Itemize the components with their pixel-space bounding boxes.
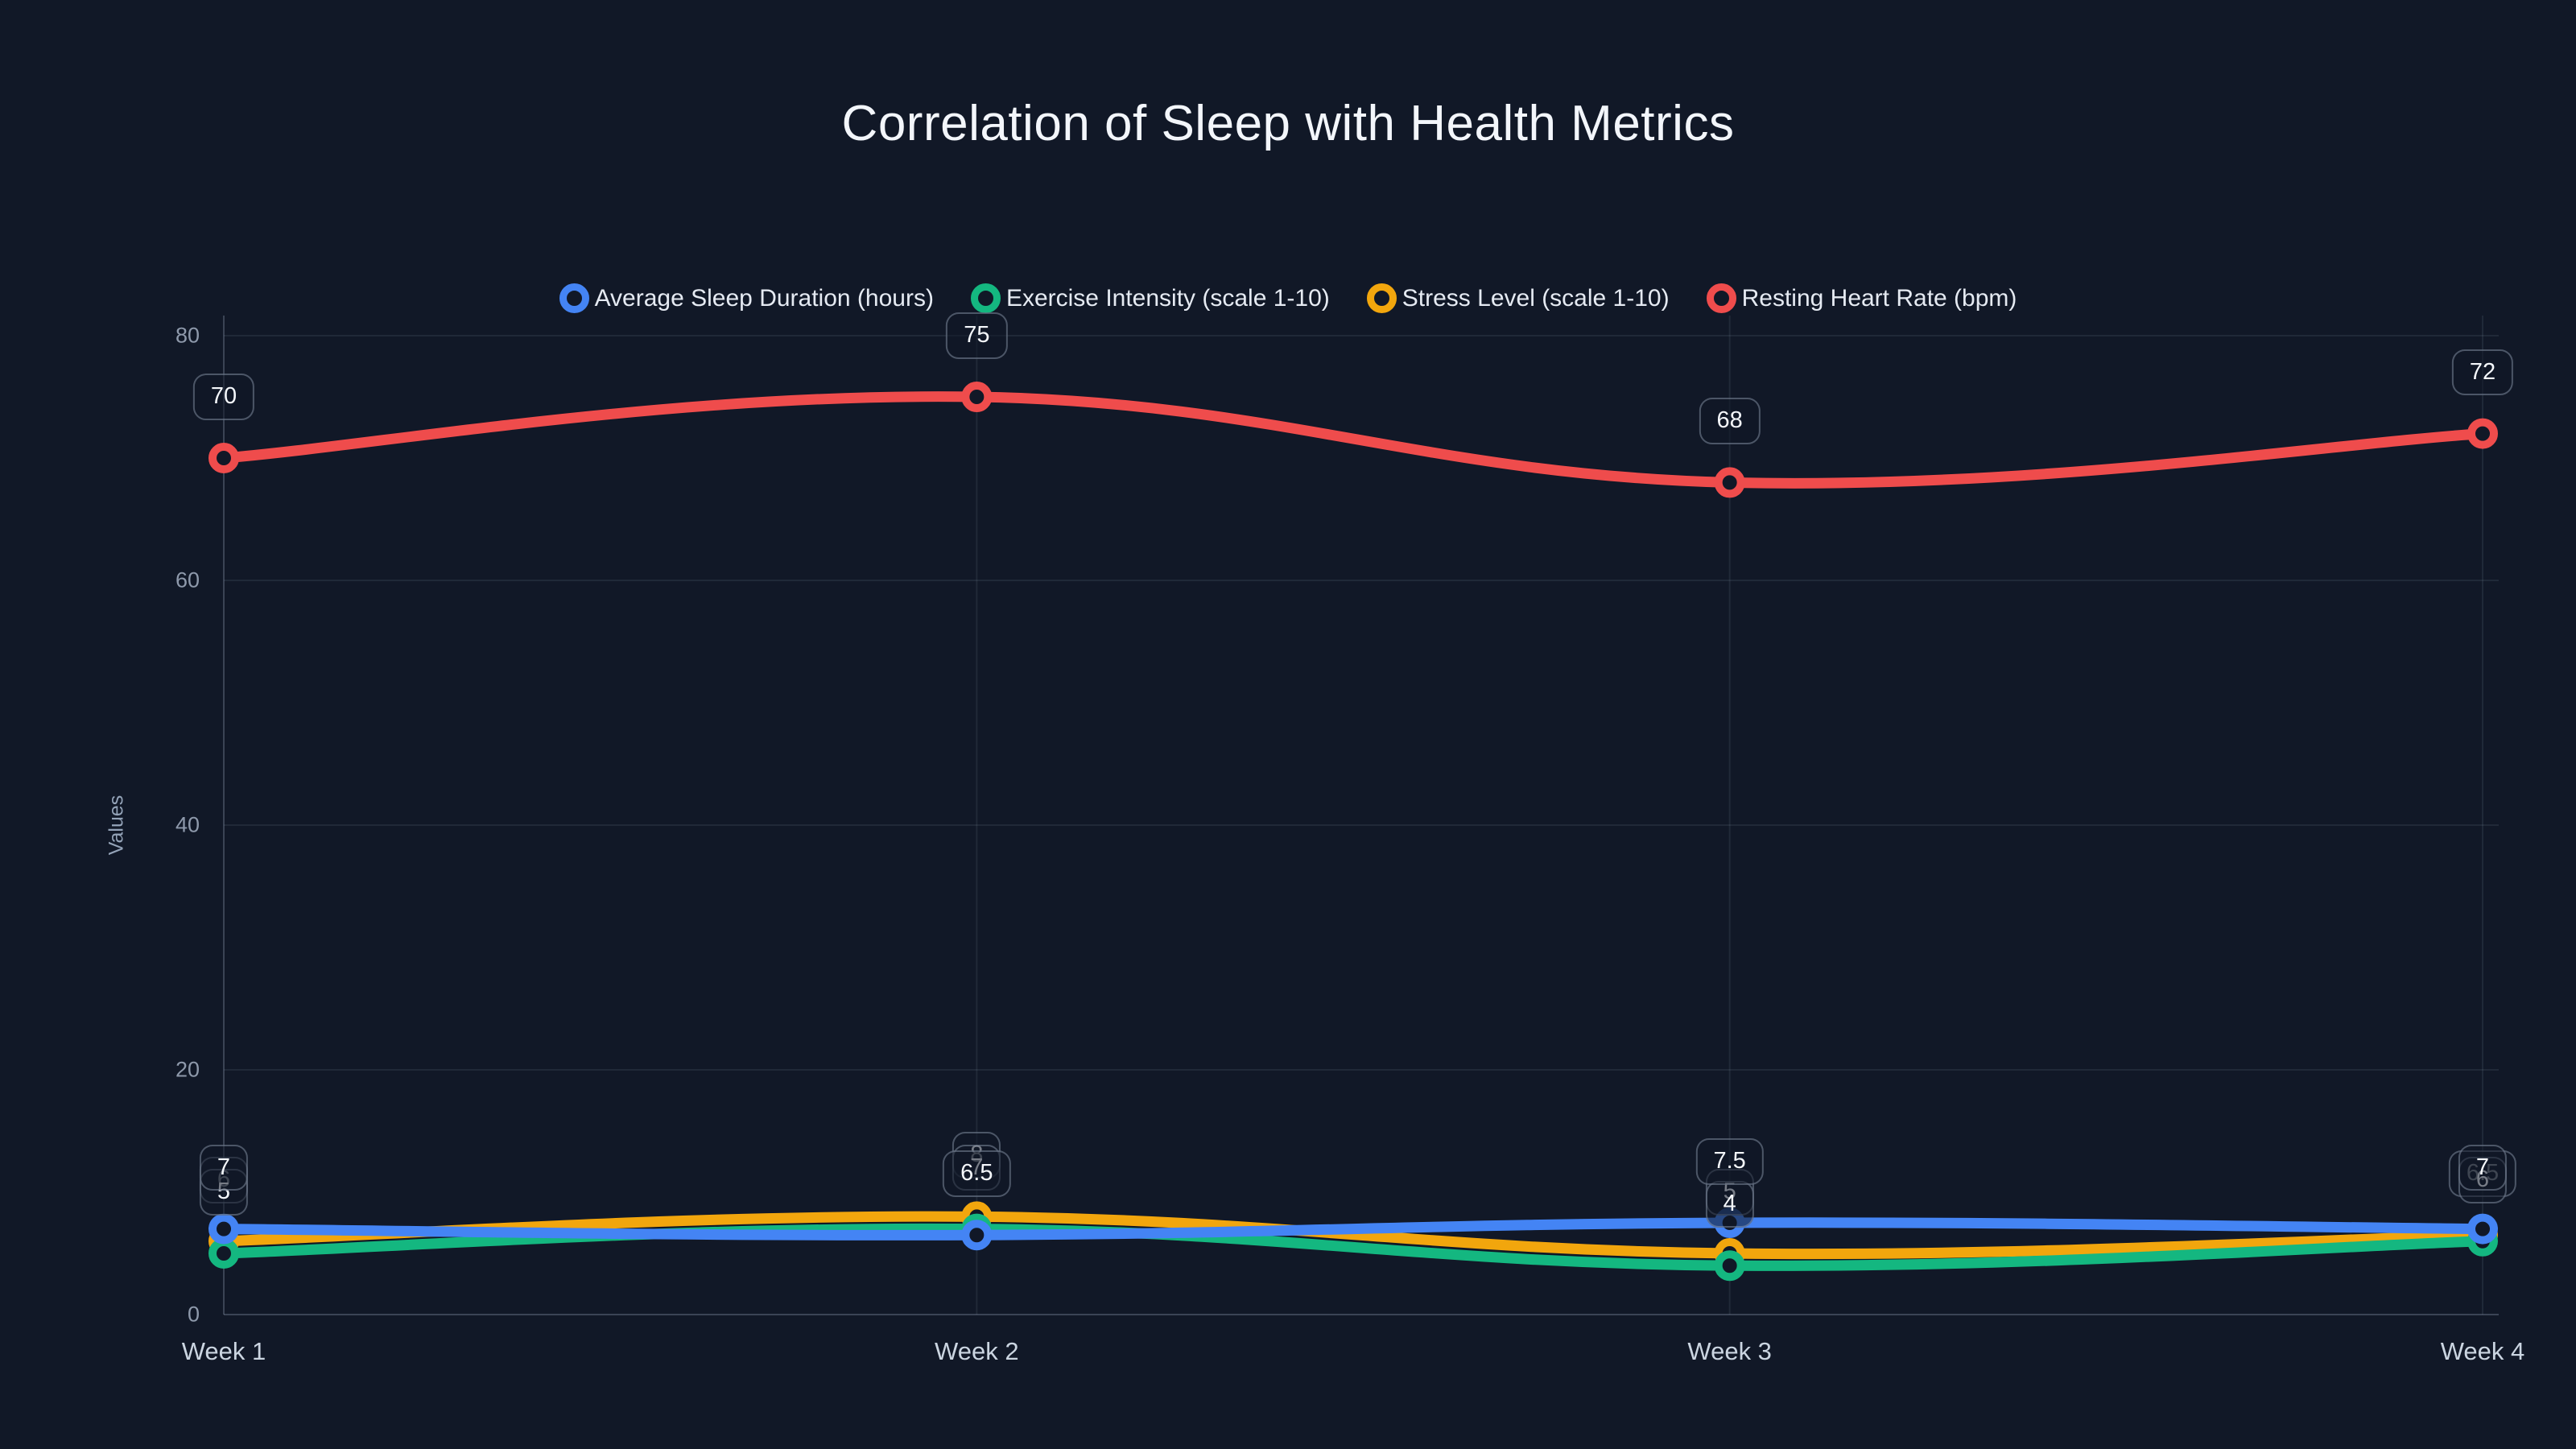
series-line-4 <box>218 391 2488 489</box>
legend-marker-icon <box>559 283 589 313</box>
legend-label: Stress Level (scale 1-10) <box>1402 284 1670 312</box>
y-tick-label: 20 <box>175 1057 200 1082</box>
data-point[interactable] <box>2467 418 2498 449</box>
x-tick-label: Week 2 <box>935 1337 1019 1365</box>
data-point[interactable] <box>1714 467 1745 498</box>
chart-title: Correlation of Sleep with Health Metrics <box>841 96 1735 151</box>
legend: Average Sleep Duration (hours) Exercise I… <box>0 283 2576 313</box>
data-label: 70 <box>192 374 255 420</box>
data-label: 7 <box>2458 1144 2508 1191</box>
legend-item-2[interactable]: Exercise Intensity (scale 1-10) <box>970 283 1330 313</box>
legend-label: Average Sleep Duration (hours) <box>594 284 934 312</box>
legend-item-4[interactable]: Resting Heart Rate (bpm) <box>1706 283 2017 313</box>
data-point[interactable] <box>208 443 239 473</box>
legend-marker-icon <box>1706 283 1736 313</box>
data-point[interactable] <box>2467 1213 2498 1245</box>
data-label: 75 <box>946 312 1008 359</box>
data-label: 7.5 <box>1695 1138 1764 1185</box>
legend-marker-icon <box>1366 283 1397 313</box>
data-label: 4 <box>1705 1181 1754 1228</box>
legend-marker-icon <box>970 283 1001 313</box>
legend-item-1[interactable]: Average Sleep Duration (hours) <box>559 283 934 313</box>
y-tick-label: 40 <box>175 812 200 837</box>
data-point[interactable] <box>961 382 993 412</box>
data-label: 7 <box>199 1144 249 1191</box>
legend-label: Resting Heart Rate (bpm) <box>1741 284 2017 312</box>
data-point[interactable] <box>208 1238 239 1269</box>
series-line-3 <box>218 1211 2488 1260</box>
x-tick-label: Week 3 <box>1687 1337 1772 1365</box>
legend-item-3[interactable]: Stress Level (scale 1-10) <box>1366 283 1670 313</box>
x-tick-label: Week 4 <box>2440 1337 2525 1365</box>
series-line-1 <box>218 1217 2488 1241</box>
legend-label: Exercise Intensity (scale 1-10) <box>1005 284 1330 312</box>
y-tick-label: 0 <box>187 1302 200 1327</box>
series-line-2 <box>218 1223 2488 1271</box>
data-point[interactable] <box>208 1213 239 1245</box>
y-tick-label: 60 <box>175 568 200 592</box>
data-label: 68 <box>1699 398 1761 445</box>
data-point[interactable] <box>1714 1250 1745 1282</box>
y-tick-label: 80 <box>175 323 200 348</box>
data-label: 72 <box>2451 349 2514 396</box>
x-tick-label: Week 1 <box>181 1337 266 1365</box>
data-point[interactable] <box>961 1220 993 1251</box>
data-label: 6.5 <box>943 1150 1011 1198</box>
